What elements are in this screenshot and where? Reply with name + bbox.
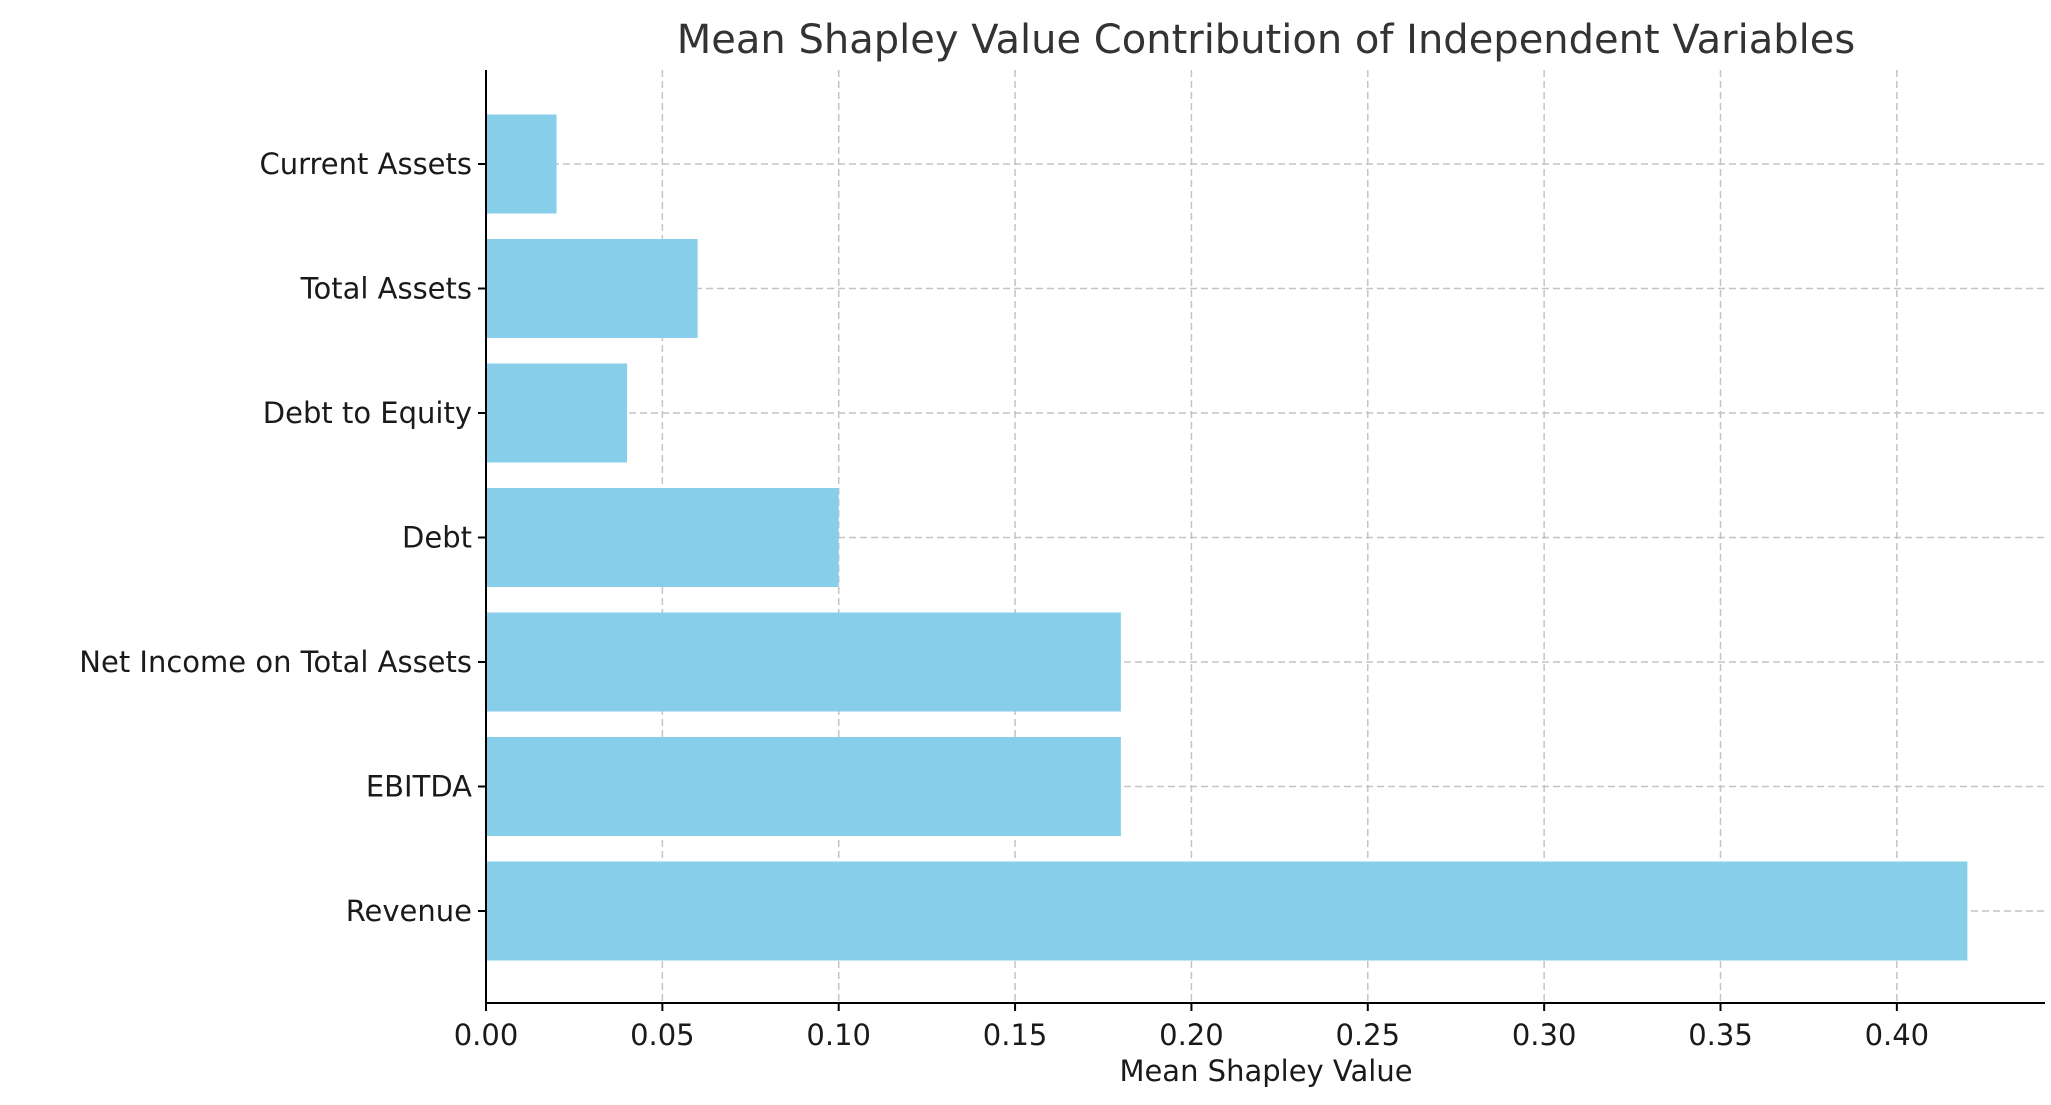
y-tick-label: Net Income on Total Assets bbox=[79, 645, 472, 679]
x-tick-label: 0.35 bbox=[1688, 1018, 1753, 1052]
y-tick-label: EBITDA bbox=[366, 770, 472, 804]
y-tick-label: Total Assets bbox=[300, 272, 472, 306]
chart-title: Mean Shapley Value Contribution of Indep… bbox=[677, 17, 1855, 63]
x-tick-label: 0.05 bbox=[630, 1018, 695, 1052]
x-tick-label: 0.10 bbox=[806, 1018, 871, 1052]
bar bbox=[486, 114, 557, 214]
x-tick-label: 0.25 bbox=[1335, 1018, 1400, 1052]
y-tick-label: Revenue bbox=[346, 894, 472, 928]
y-tick-label: Debt bbox=[402, 521, 472, 555]
bar bbox=[486, 363, 628, 463]
x-tick-label: 0.15 bbox=[983, 1018, 1048, 1052]
x-tick-label: 0.40 bbox=[1865, 1018, 1930, 1052]
bar bbox=[486, 612, 1121, 712]
y-tick-labels: Revenue EBITDA Net Income on Total Assets D… bbox=[79, 147, 486, 928]
y-tick-label: Current Assets bbox=[259, 147, 472, 181]
bar bbox=[486, 488, 839, 587]
bar bbox=[486, 737, 1121, 836]
bar bbox=[486, 861, 1968, 961]
y-tick-label: Debt to Equity bbox=[263, 396, 472, 430]
x-tick-label: 0.00 bbox=[454, 1018, 519, 1052]
x-tick-label: 0.20 bbox=[1159, 1018, 1224, 1052]
bars bbox=[486, 114, 1968, 961]
x-tick-labels: 0.00 0.05 0.10 0.15 0.20 0.25 0.30 0.35 0.40 bbox=[454, 1003, 1929, 1052]
bar bbox=[486, 239, 698, 338]
x-tick-label: 0.30 bbox=[1512, 1018, 1577, 1052]
x-axis-label: Mean Shapley Value bbox=[1119, 1054, 1412, 1088]
